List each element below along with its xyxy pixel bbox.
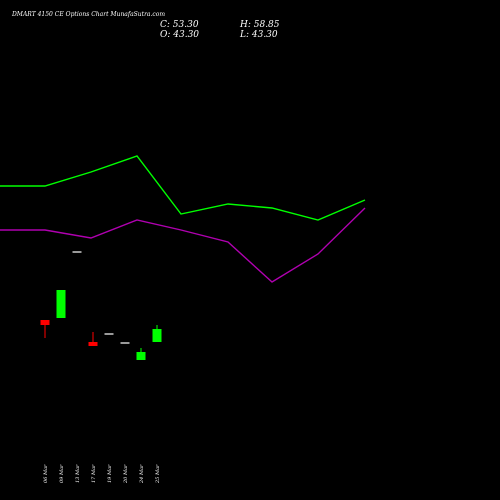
x-tick-label: 13 Mar	[75, 464, 81, 483]
candle-body	[40, 320, 50, 325]
candle-9	[152, 325, 162, 342]
candle-8	[136, 348, 146, 360]
candle-body	[56, 290, 66, 318]
candles	[40, 251, 162, 360]
x-axis-ticks: 06 Mar 09 Mar 13 Mar 17 Mar 19 Mar 20 Mar 24 M…	[43, 464, 161, 484]
candle-1	[40, 320, 50, 338]
high-value: H: 58.85	[239, 20, 280, 30]
chart-title: DMART 4150 CE Options Chart MunafaSutra.…	[11, 11, 165, 18]
x-tick-label: 20 Mar	[123, 464, 129, 484]
candle-body	[88, 342, 98, 346]
x-tick-label: 09 Mar	[59, 464, 65, 483]
x-tick-label: 19 Mar	[107, 464, 113, 483]
open-value: O: 43.30	[160, 30, 199, 40]
candle-5	[88, 332, 98, 346]
x-tick-label: 17 Mar	[91, 464, 97, 483]
candle-2	[56, 290, 66, 318]
low-value: L: 43.30	[239, 30, 278, 40]
indicator-line-1	[0, 155, 366, 221]
x-tick-label: 24 Mar	[139, 464, 145, 484]
close-value: C: 53.30	[160, 20, 199, 30]
x-tick-label: 25 Mar	[155, 464, 161, 484]
indicator-lines	[0, 155, 366, 283]
indicator-line-2	[0, 207, 366, 283]
x-tick-label: 06 Mar	[43, 464, 49, 483]
candle-body	[152, 329, 162, 342]
candle-body	[136, 352, 146, 360]
